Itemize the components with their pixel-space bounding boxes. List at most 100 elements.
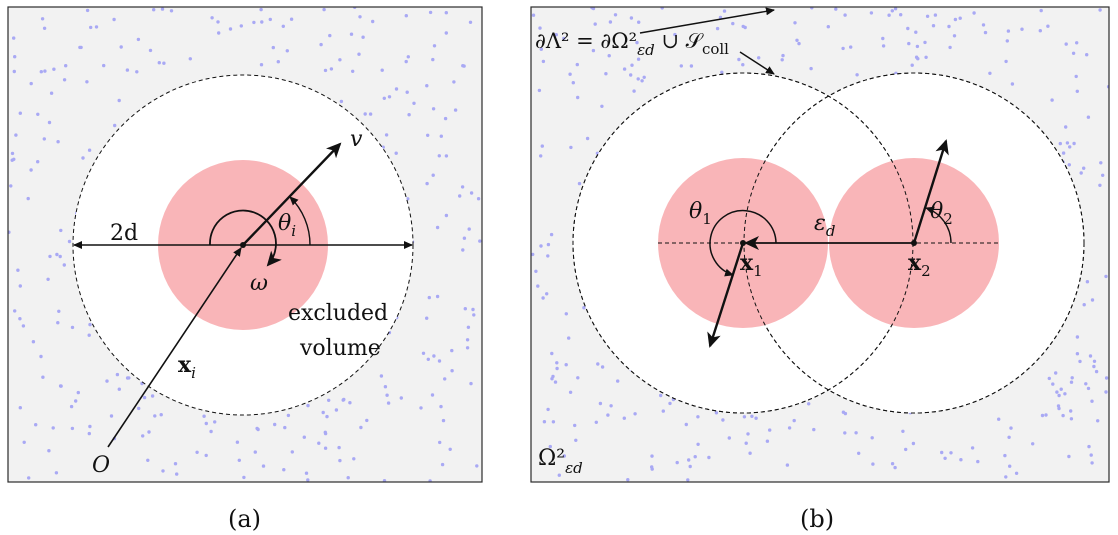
particle-dot [448,447,452,451]
particle-dot [1044,413,1048,417]
particle-dot [737,57,741,62]
particle-dot [39,354,43,359]
panel-a: v 2d θi ω xi O excluded volume [7,6,483,483]
particle-dot [62,78,67,82]
particle-dot [281,24,285,28]
particle-dot [235,440,240,444]
particle-dot [56,140,60,144]
particle-dot [29,168,33,172]
particle-dot [642,75,646,80]
particle-dot [741,24,745,29]
theta1-label: θ1 [689,199,712,228]
particle-dot [321,410,325,415]
particle-dot [1075,89,1080,94]
particle-dot [1090,298,1095,302]
particle-dot [161,469,165,473]
particle-dot [1009,426,1013,430]
particle-dot [58,384,63,388]
particle-dot [531,13,536,17]
particle-dot [721,418,725,422]
particle-dot [567,336,571,340]
particle-dot [616,379,620,383]
particle-dot [857,451,861,455]
particle-dot [125,68,130,72]
omega-label: ω [250,271,268,296]
particle-dot [562,36,566,41]
particle-dot [439,404,443,409]
particle-dot [693,455,697,459]
particle-dot [16,268,20,272]
particle-dot [351,69,355,74]
particle-dot [629,73,633,77]
particle-dot [268,17,272,22]
particle-dot [757,56,761,60]
boundary-equation: ∂Λ² = ∂Ω²εd ∪ 𝒮coll [535,29,729,59]
position-label-1: x1 [740,250,763,280]
particle-dot [467,227,471,231]
particle-dot [382,96,386,101]
particle-dot [439,134,443,138]
particle-dot [1090,399,1094,403]
particle-dot [573,423,577,428]
particle-dot [465,338,470,342]
particle-dot [534,269,538,273]
particle-dot [148,48,153,53]
particle-dot [948,45,952,50]
particle-dot [102,63,106,68]
particle-dot [855,73,859,77]
particle-dot [881,44,886,48]
particle-dot [1072,141,1076,146]
separation-label: εd [814,211,835,240]
particle-dot [157,61,161,65]
particle-dot [358,15,362,19]
particle-dot [1088,354,1093,358]
particle-dot [684,422,688,427]
theta2-label: θ2 [930,199,953,228]
particle-dot [18,111,22,115]
particle-dot [1061,413,1065,418]
particle-dot [419,406,423,410]
particle-dot [545,292,549,296]
theta-arc-1 [709,209,777,277]
particle-dot [688,464,692,469]
particle-dot [427,295,431,300]
particle-dot [809,66,813,71]
particle-dot [412,101,416,106]
particle-dot [622,416,626,420]
particle-dot [650,454,654,458]
particle-dot [162,61,166,65]
particle-dot [1005,39,1009,43]
particle-dot [461,63,465,68]
particle-dot [746,432,750,436]
particle-dot [452,80,456,84]
particle-dot [437,154,441,158]
particle-dot [399,396,403,400]
particle-dot [609,404,613,408]
particle-dot [465,346,470,350]
particle-dot [546,254,550,258]
particle-dot [585,136,590,141]
particle-dot [431,173,435,177]
particle-dot [42,26,47,30]
particle-dot [386,401,391,405]
particle-dot [1074,74,1078,79]
particle-dot [271,45,275,50]
particle-dot [216,20,220,24]
particle-dot [319,42,323,47]
particle-dot [363,112,367,116]
particle-dot [325,414,329,419]
particle-dot [1057,393,1061,398]
particle-dot [1104,274,1108,279]
particle-dot [640,79,644,83]
particle-dot [368,112,373,116]
particle-dot [478,239,482,243]
diameter-label: 2d [110,221,138,246]
particle-dot [1082,166,1086,170]
particle-dot [1064,125,1068,129]
particle-dot [542,420,547,424]
theta-label-a: θi [278,211,296,240]
particle-dot [576,376,580,380]
particle-dot [722,9,727,13]
particle-dot [62,263,66,267]
particle-dot [1038,29,1043,33]
